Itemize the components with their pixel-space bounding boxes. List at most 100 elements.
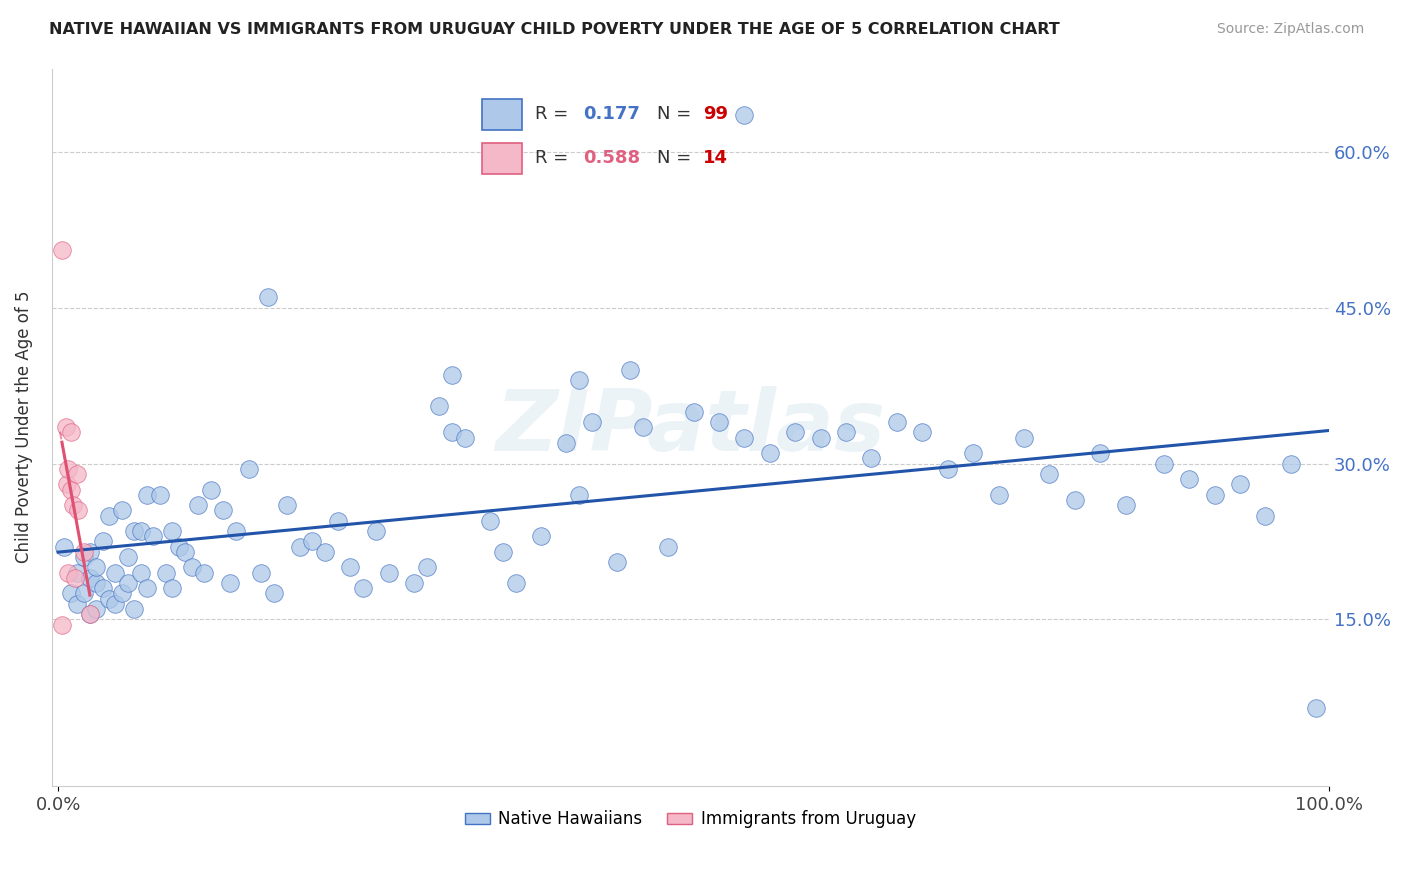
Point <box>174 545 197 559</box>
Point <box>415 560 437 574</box>
Point <box>67 503 90 517</box>
Point <box>142 529 165 543</box>
Point <box>136 582 159 596</box>
Point <box>936 461 959 475</box>
Point <box>682 404 704 418</box>
Point <box>606 555 628 569</box>
Point <box>479 514 502 528</box>
Text: Source: ZipAtlas.com: Source: ZipAtlas.com <box>1216 22 1364 37</box>
Point <box>162 524 184 538</box>
Point <box>104 597 127 611</box>
Point <box>263 586 285 600</box>
Y-axis label: Child Poverty Under the Age of 5: Child Poverty Under the Age of 5 <box>15 291 32 564</box>
Point <box>301 534 323 549</box>
Point <box>59 425 82 440</box>
Point <box>530 529 553 543</box>
Point <box>59 586 82 600</box>
Point <box>911 425 934 440</box>
Point <box>51 617 73 632</box>
Point <box>187 498 209 512</box>
Point <box>429 400 451 414</box>
Point <box>51 244 73 258</box>
Point <box>1012 431 1035 445</box>
Point <box>149 488 172 502</box>
Point <box>84 560 107 574</box>
Point <box>212 503 235 517</box>
Legend: Native Hawaiians, Immigrants from Uruguay: Native Hawaiians, Immigrants from Urugua… <box>458 804 922 835</box>
Point <box>97 591 120 606</box>
Point <box>1115 498 1137 512</box>
Point <box>225 524 247 538</box>
Point <box>129 524 152 538</box>
Point <box>58 566 80 580</box>
Point <box>238 461 260 475</box>
Point <box>91 534 114 549</box>
Point <box>1063 492 1085 507</box>
Point <box>835 425 858 440</box>
Point <box>631 420 654 434</box>
Point <box>72 545 94 559</box>
Point <box>707 415 730 429</box>
Point <box>962 446 984 460</box>
Point <box>364 524 387 538</box>
Point <box>124 602 146 616</box>
Point <box>568 373 591 387</box>
Point <box>785 425 807 440</box>
Point <box>886 415 908 429</box>
Point <box>63 571 86 585</box>
Point <box>454 431 477 445</box>
Point <box>492 545 515 559</box>
Point <box>759 446 782 460</box>
Point <box>104 566 127 580</box>
Point <box>339 560 361 574</box>
Point <box>860 451 883 466</box>
Point <box>733 431 755 445</box>
Point <box>136 488 159 502</box>
Point <box>84 602 107 616</box>
Point <box>402 576 425 591</box>
Point <box>129 566 152 580</box>
Point <box>117 576 139 591</box>
Point <box>441 368 464 383</box>
Point <box>276 498 298 512</box>
Point <box>1090 446 1112 460</box>
Point <box>162 582 184 596</box>
Point <box>1178 472 1201 486</box>
Point <box>810 431 832 445</box>
Point <box>91 582 114 596</box>
Point <box>111 503 134 517</box>
Point <box>66 467 89 481</box>
Point <box>66 597 89 611</box>
Point <box>72 586 94 600</box>
Point <box>97 508 120 523</box>
Point <box>200 483 222 497</box>
Point <box>352 582 374 596</box>
Point <box>987 488 1010 502</box>
Point <box>505 576 527 591</box>
Point <box>155 566 177 580</box>
Point <box>59 483 82 497</box>
Point <box>1305 701 1327 715</box>
Point <box>84 576 107 591</box>
Point <box>111 586 134 600</box>
Point <box>167 540 190 554</box>
Point <box>79 571 101 585</box>
Point <box>314 545 336 559</box>
Point <box>62 498 84 512</box>
Point <box>657 540 679 554</box>
Point <box>568 488 591 502</box>
Point <box>218 576 240 591</box>
Point <box>256 290 278 304</box>
Point <box>1254 508 1277 523</box>
Point <box>733 108 755 122</box>
Point <box>441 425 464 440</box>
Point <box>66 566 89 580</box>
Point <box>581 415 603 429</box>
Point <box>1279 457 1302 471</box>
Point <box>288 540 311 554</box>
Point <box>79 545 101 559</box>
Point <box>180 560 202 574</box>
Point <box>124 524 146 538</box>
Point <box>377 566 399 580</box>
Point <box>79 607 101 622</box>
